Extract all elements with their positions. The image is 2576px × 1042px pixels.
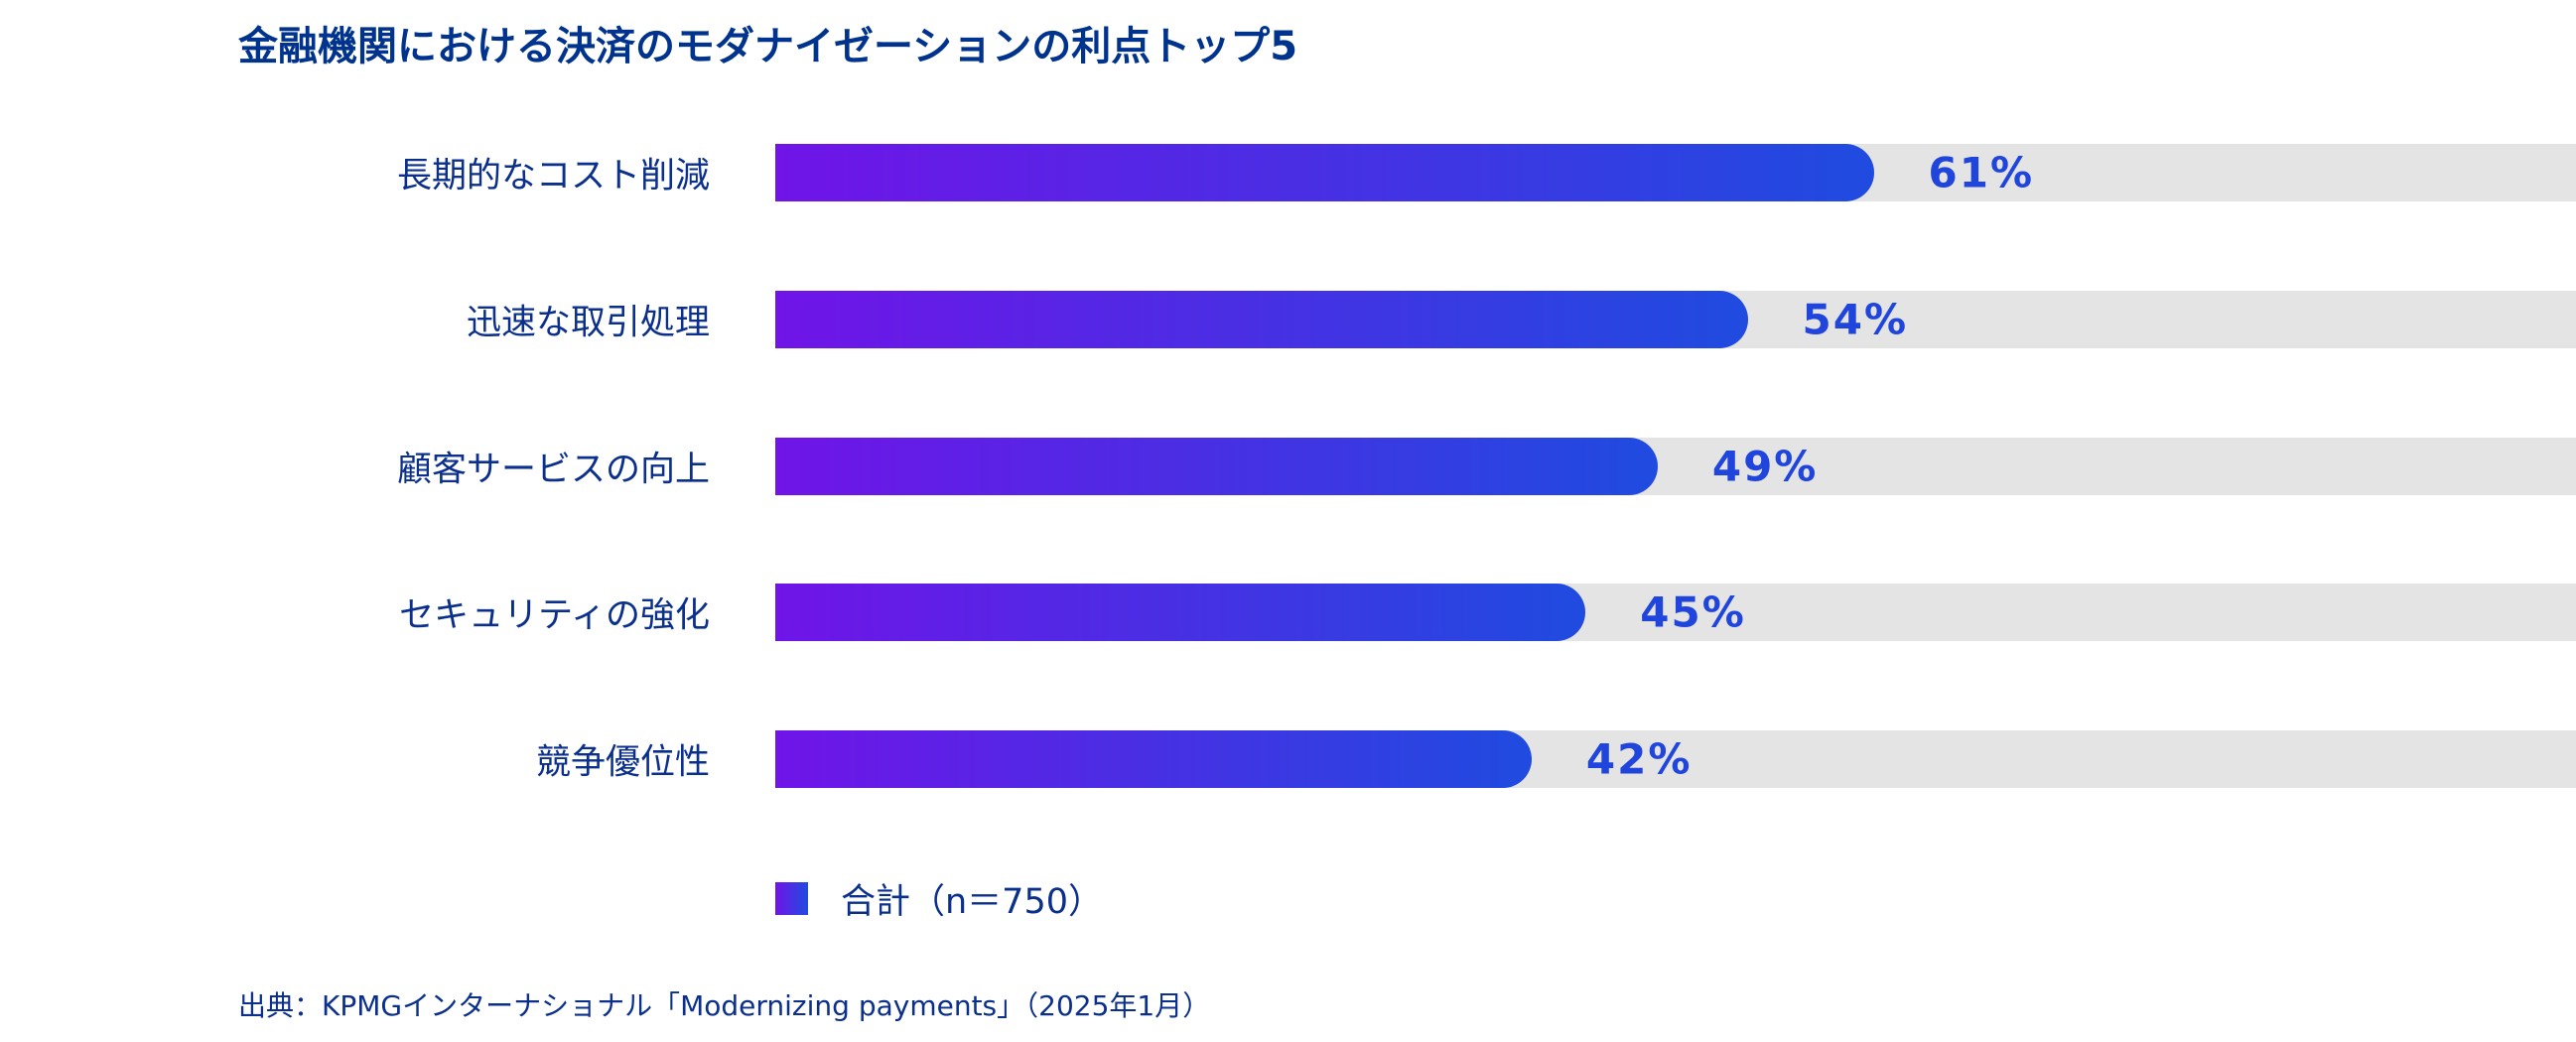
chart-title: 金融機関における決済のモダナイゼーションの利点トップ5 bbox=[238, 24, 1298, 69]
bar-track bbox=[775, 437, 2576, 495]
bar bbox=[775, 584, 1586, 642]
value-label: 54% bbox=[1802, 295, 1909, 344]
legend-swatch bbox=[775, 882, 808, 915]
bar bbox=[775, 730, 1532, 789]
category-label: セキュリティの強化 bbox=[399, 595, 710, 636]
source-note: 出典：KPMGインターナショナル「Modernizing payments」（2… bbox=[238, 989, 1211, 1022]
bar bbox=[775, 437, 1658, 495]
value-label: 42% bbox=[1585, 734, 1693, 784]
bar-track bbox=[775, 730, 2576, 789]
bar-track bbox=[775, 290, 2576, 348]
value-label: 45% bbox=[1640, 587, 1746, 637]
value-label: 49% bbox=[1711, 442, 1819, 491]
category-label: 迅速な取引処理 bbox=[466, 303, 710, 343]
value-label: 61% bbox=[1928, 148, 2035, 197]
bar bbox=[775, 144, 1874, 201]
bar-track bbox=[775, 144, 2576, 201]
bar-track bbox=[775, 584, 2576, 642]
category-label: 長期的なコスト削減 bbox=[396, 156, 710, 196]
bar bbox=[775, 290, 1748, 348]
category-label: 競争優位性 bbox=[535, 742, 710, 783]
category-label: 顧客サービスの向上 bbox=[396, 450, 710, 490]
legend-label: 合計（n＝750） bbox=[841, 882, 1103, 922]
